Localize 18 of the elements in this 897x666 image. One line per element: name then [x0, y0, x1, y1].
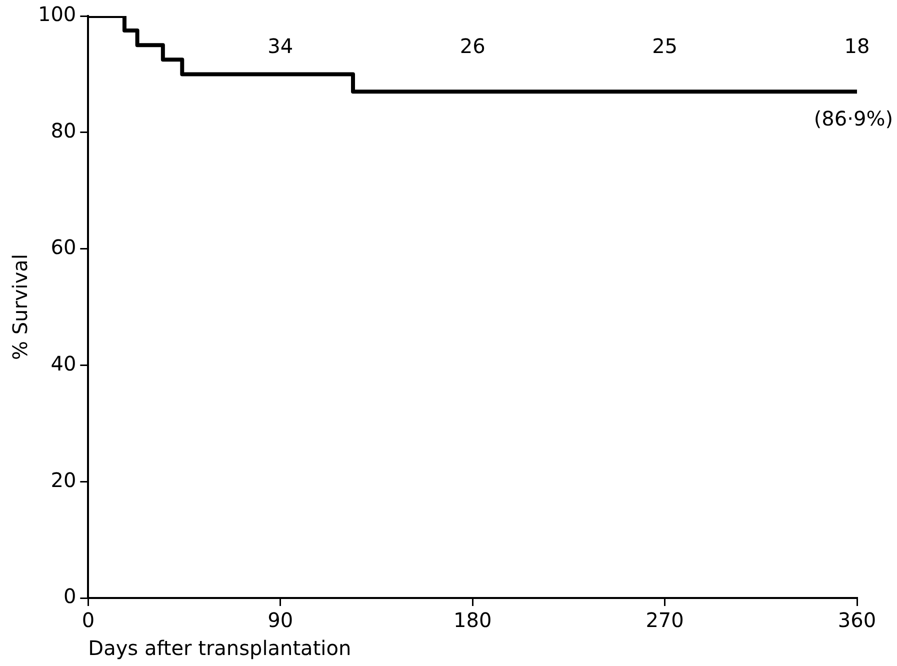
x-tick-label: 90	[268, 608, 294, 632]
x-tick-label: 270	[646, 608, 684, 632]
y-tick-label: 100	[38, 2, 76, 26]
y-tick-label: 20	[50, 468, 76, 492]
y-tick-label: 80	[50, 118, 76, 143]
x-axis-title: Days after transplantation	[88, 636, 352, 660]
y-tick-label: 0	[63, 584, 76, 608]
y-tick-label: 40	[50, 351, 76, 376]
x-tick-label: 360	[838, 608, 876, 632]
x-tick-label: 180	[453, 608, 492, 632]
x-tick-label: 0	[82, 608, 95, 632]
annotation: 18	[844, 34, 870, 58]
annotation: (86·9%)	[814, 106, 893, 130]
annotation: 26	[460, 34, 486, 58]
y-tick-label: 60	[50, 235, 76, 260]
annotation: 25	[652, 34, 678, 58]
annotation: 34	[268, 34, 294, 58]
y-axis-title: % Survival	[8, 254, 32, 360]
